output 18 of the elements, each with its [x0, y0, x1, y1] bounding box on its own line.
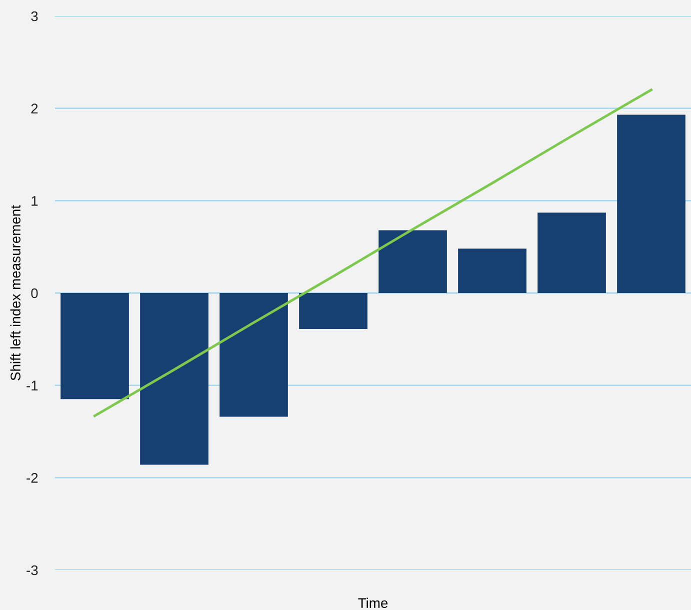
y-tick-label: 0	[31, 288, 38, 298]
bar	[378, 230, 447, 293]
y-axis-title: Shift left index measurement	[10, 205, 20, 380]
y-tick-label: -3	[26, 565, 38, 576]
y-tick-label: -1	[26, 380, 38, 390]
bar	[140, 293, 208, 465]
y-tick-label: 1	[32, 196, 38, 206]
y-tick-label: 3	[31, 11, 38, 22]
x-axis-title: Time	[358, 598, 388, 608]
y-tick-label: -2	[26, 473, 38, 483]
bar	[617, 114, 686, 293]
bar	[60, 293, 129, 400]
line-series	[94, 88, 652, 418]
bar	[458, 248, 526, 293]
bar	[220, 293, 288, 417]
bar	[538, 212, 606, 293]
y-tick-label: 2	[31, 104, 38, 114]
bar	[299, 293, 368, 330]
